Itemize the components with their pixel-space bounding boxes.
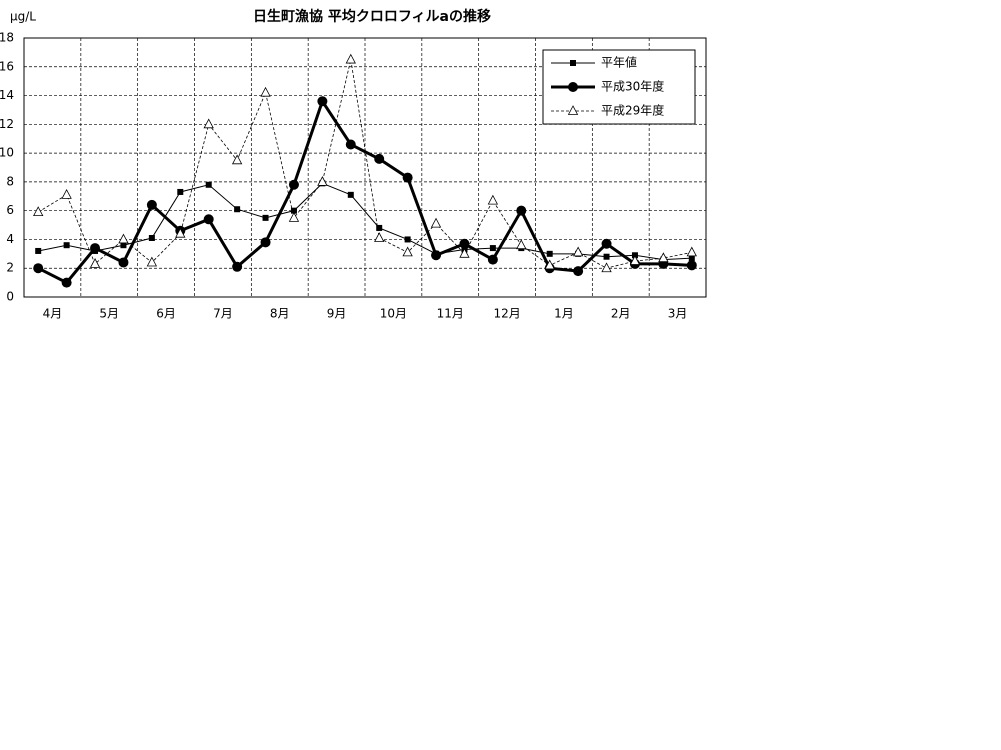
data-point [601,238,612,249]
data-point [431,250,442,261]
data-point [61,188,72,199]
y-tick-label: 16 [0,59,14,73]
y-tick-label: 14 [0,88,14,102]
data-point [516,205,527,216]
legend-label: 平年値 [601,55,637,70]
data-point [288,179,299,190]
data-point [489,245,496,252]
data-point [686,260,697,271]
y-tick-label: 2 [6,261,14,275]
data-point [317,176,328,186]
series-line [37,97,692,285]
data-point [572,246,584,257]
legend-marker [568,82,578,92]
data-point [516,239,527,250]
y-tick-label: 18 [0,31,14,45]
data-point [573,266,584,277]
data-point [120,242,127,249]
data-point [487,194,499,205]
data-point [118,233,129,244]
data-point [430,217,442,228]
data-point [688,255,695,262]
data-point [148,235,155,242]
data-point [205,181,212,188]
data-point [288,212,300,222]
data-point [290,207,297,214]
x-tick-label: 12月 [493,307,520,321]
legend-marker [567,105,579,115]
data-point [260,86,271,97]
y-tick-label: 4 [6,232,14,246]
data-point [601,262,612,273]
y-tick-label: 6 [6,203,14,217]
data-point [603,253,610,260]
legend-box [542,49,696,125]
chart-title: 日生町漁協 平均クロロフィルaの推移 [253,8,491,25]
x-tick-label: 1月 [554,307,574,321]
data-point [402,246,413,257]
data-point [317,96,328,107]
series-line [38,182,692,261]
y-tick-label: 12 [0,117,14,131]
data-point [146,199,157,210]
data-point [175,227,186,238]
data-point [345,53,356,64]
data-point [487,254,498,265]
data-point [402,172,413,183]
data-point [376,224,383,231]
data-point [146,256,158,267]
data-point [89,258,101,268]
data-point [234,206,241,213]
data-point [546,250,553,257]
data-point [686,246,697,257]
y-tick-label: 8 [6,174,14,188]
y-tick-label: 0 [6,290,14,304]
data-point [544,259,555,270]
data-point [33,263,44,274]
x-tick-label: 9月 [327,307,347,321]
data-point [63,242,70,249]
data-point [203,214,214,225]
data-point [459,238,470,249]
data-point [347,191,354,198]
data-point [177,188,184,195]
data-point [118,257,129,268]
legend-label: 平成30年度 [601,79,664,94]
y-tick-label: 10 [0,146,14,160]
data-point [61,277,72,288]
data-point [203,118,214,129]
data-point [374,153,385,164]
data-point [404,236,411,243]
x-tick-label: 8月 [270,307,290,321]
data-point [262,214,269,221]
x-tick-label: 3月 [668,307,688,321]
plot-frame [23,37,707,298]
x-tick-label: 7月 [213,307,233,321]
data-point [231,154,243,165]
data-point [35,247,42,254]
x-tick-label: 4月 [43,307,63,321]
legend-marker [570,60,576,66]
data-point [374,232,385,242]
data-point [260,237,271,248]
x-tick-label: 10月 [380,307,407,321]
x-tick-label: 11月 [437,307,464,321]
data-point [629,255,641,265]
x-tick-label: 6月 [156,307,176,321]
data-point [33,206,44,217]
x-tick-label: 2月 [611,307,631,321]
data-point [90,243,101,254]
legend-label: 平成29年度 [601,103,664,118]
data-point [658,252,669,263]
data-point [345,139,356,150]
y-axis-label: μg/L [10,10,36,24]
data-point [459,247,470,258]
series-line [38,59,692,269]
data-point [232,261,243,272]
x-tick-label: 5月 [99,307,119,321]
